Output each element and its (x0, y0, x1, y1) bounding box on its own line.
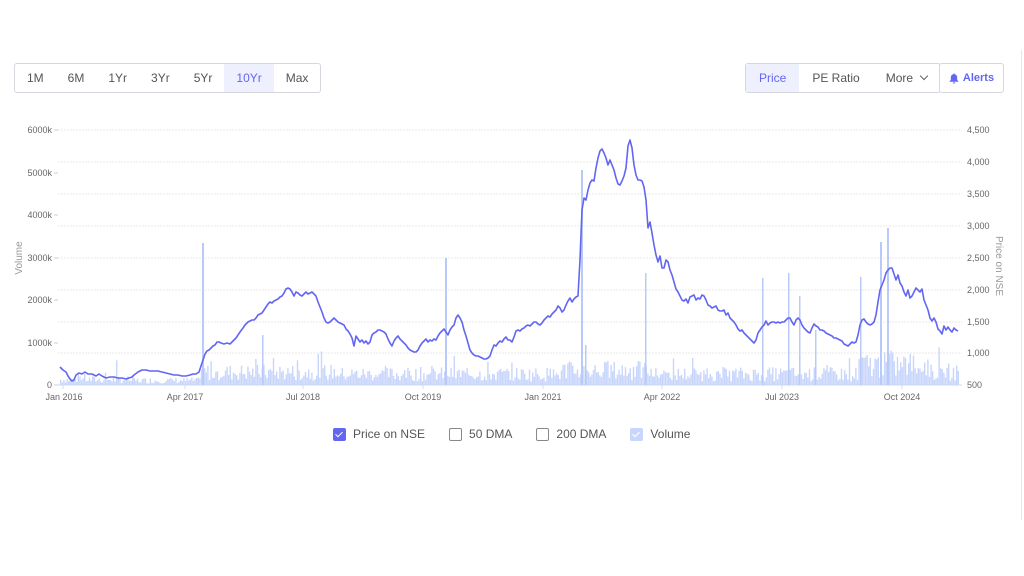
x-tick-jan-2021: Jan 2021 (524, 392, 561, 402)
x-tick-jul-2023: Jul 2023 (765, 392, 799, 402)
x-tick-jan-2016: Jan 2016 (45, 392, 82, 402)
alerts-label: Alerts (962, 72, 995, 84)
x-axis-ticks (62, 385, 903, 389)
pe-ratio-tab[interactable]: PE Ratio (799, 64, 872, 92)
x-tick-oct-2019: Oct 2019 (405, 392, 442, 402)
price-line (59, 139, 959, 382)
pe-ratio-tab-label: PE Ratio (812, 71, 860, 85)
price-volume-chart[interactable]: 6000k 5000k 4000k 3000k 2000k 1000k 0 Vo… (0, 110, 1024, 410)
x-axis-labels: Jan 2016 Apr 2017 Jul 2018 Oct 2019 Jan … (45, 392, 920, 402)
x-tick-oct-2024: Oct 2024 (884, 392, 921, 402)
legend-50-dma[interactable]: 50 DMA (449, 427, 512, 441)
left-axis-labels: 6000k 5000k 4000k 3000k 2000k 1000k 0 (27, 125, 52, 390)
page-edge-divider (1021, 50, 1022, 520)
volume-spikes (202, 170, 889, 385)
x-tick-jul-2018: Jul 2018 (286, 392, 320, 402)
range-6m-button[interactable]: 6M (67, 71, 85, 85)
alerts-button[interactable]: Alerts (939, 63, 1004, 93)
left-tick-0: 0 (47, 380, 52, 390)
right-tick-4500: 4,500 (967, 125, 990, 135)
legend-200dma-label: 200 DMA (556, 427, 607, 441)
range-1m-button[interactable]: 1M (27, 71, 44, 85)
range-10yr-button[interactable]: 10Yr (224, 64, 274, 92)
right-tick-3000: 3,000 (967, 221, 990, 231)
checkbox-unchecked-icon[interactable] (536, 427, 550, 441)
checkbox-unchecked-icon[interactable] (449, 427, 463, 441)
chart-type-selector: Price PE Ratio More (745, 63, 942, 93)
volume-bars (60, 347, 959, 385)
left-axis-title: Volume (14, 241, 25, 275)
x-tick-apr-2022: Apr 2022 (644, 392, 681, 402)
chevron-down-icon (919, 71, 929, 81)
range-max-button[interactable]: Max (285, 71, 309, 85)
legend-volume[interactable]: Volume (630, 427, 690, 441)
legend-200-dma[interactable]: 200 DMA (536, 427, 606, 441)
x-tick-apr-2017: Apr 2017 (167, 392, 204, 402)
price-tab-label: Price (759, 71, 787, 85)
right-tick-4000: 4,000 (967, 157, 990, 167)
checkbox-checked-icon[interactable] (333, 427, 346, 441)
range-1yr-button[interactable]: 1Yr (108, 71, 128, 85)
chart-legend: Price on NSE 50 DMA 200 DMA Volume (333, 427, 714, 441)
left-tick-2000k: 2000k (27, 295, 52, 305)
more-dropdown[interactable]: More (873, 64, 940, 92)
checkbox-checked-icon[interactable] (630, 427, 644, 441)
bell-icon (949, 73, 959, 84)
right-tick-500: 500 (967, 380, 982, 390)
right-tick-3500: 3,500 (967, 189, 990, 199)
more-dropdown-label: More (885, 71, 914, 85)
price-tab[interactable]: Price (746, 64, 800, 92)
legend-50dma-label: 50 DMA (469, 427, 513, 441)
left-tick-6000k: 6000k (27, 125, 52, 135)
range-5yr-button[interactable]: 5Yr (193, 71, 213, 85)
right-tick-2500: 2,500 (967, 253, 990, 263)
left-axis-ticks (54, 129, 58, 386)
legend-price-label: Price on NSE (353, 427, 426, 441)
left-tick-1000k: 1000k (27, 338, 52, 348)
left-tick-3000k: 3000k (27, 253, 52, 263)
range-3yr-button[interactable]: 3Yr (151, 71, 170, 85)
time-range-selector: 1M 6M 1Yr 3Yr 5Yr 10Yr Max (14, 63, 322, 93)
left-tick-5000k: 5000k (27, 168, 52, 178)
gridlines (58, 129, 962, 354)
right-tick-2000: 2,000 (967, 285, 990, 295)
right-tick-1500: 1,500 (967, 317, 990, 327)
right-tick-1000: 1,000 (967, 348, 990, 358)
legend-volume-label: Volume (650, 427, 691, 441)
legend-price-on-nse[interactable]: Price on NSE (333, 427, 425, 441)
right-axis-labels: 4,500 4,000 3,500 3,000 2,500 2,000 1,50… (967, 125, 990, 390)
left-tick-4000k: 4000k (27, 210, 52, 220)
right-axis-title: Price on NSE (993, 236, 1004, 296)
